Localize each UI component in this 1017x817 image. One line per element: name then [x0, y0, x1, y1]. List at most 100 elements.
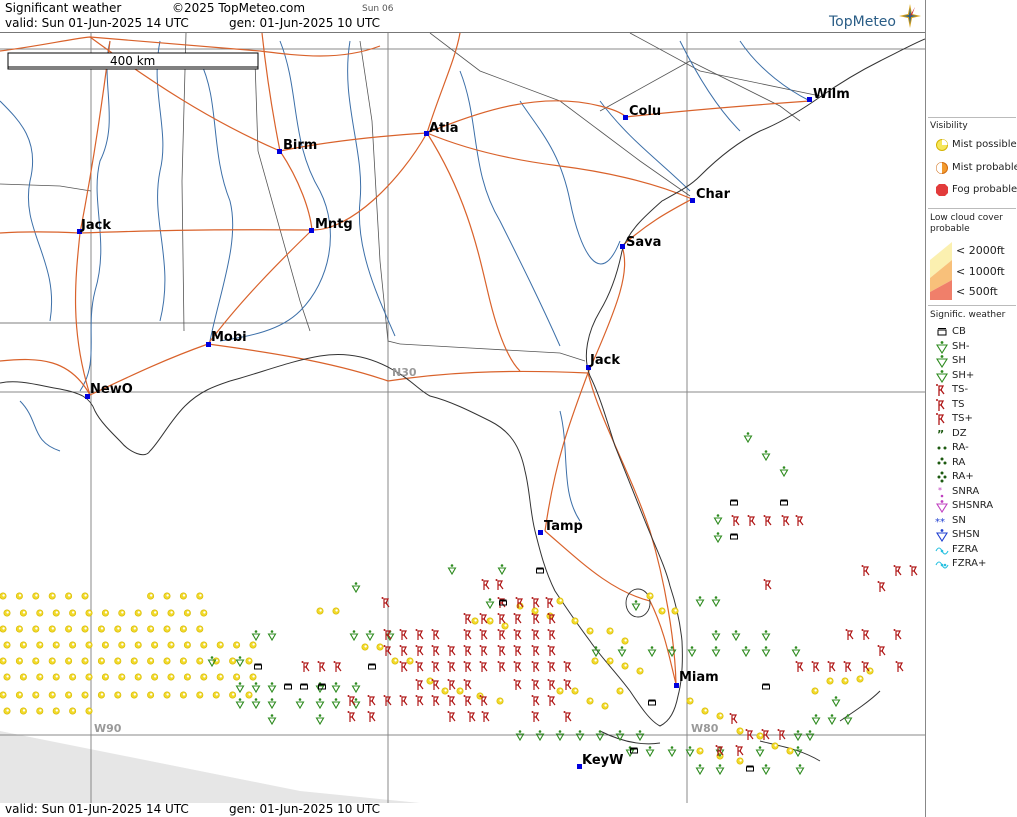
city-char[interactable]: Char	[690, 187, 731, 203]
state-borders	[0, 33, 821, 362]
thunderstorm-symbol	[383, 645, 392, 656]
svg-text:Mntg: Mntg	[315, 217, 353, 232]
mist-symbol	[32, 592, 40, 600]
thunderstorm-symbol	[547, 679, 556, 690]
thunderstorm-symbol	[563, 661, 572, 672]
scale-bar: 400 km	[7, 52, 259, 70]
mist-symbol	[586, 627, 594, 635]
city-wilm[interactable]: Wilm	[807, 87, 850, 102]
shower-symbol	[331, 698, 341, 710]
thunderstorm-symbol	[495, 579, 504, 590]
mist-symbol	[134, 609, 142, 617]
city-keyw[interactable]: KeyW	[577, 753, 623, 769]
city-jack-ms[interactable]: Jack	[77, 218, 111, 234]
shower-symbol	[631, 600, 641, 612]
shower-symbol	[235, 698, 245, 710]
mist-symbol	[36, 641, 44, 649]
legend-ra-plus: RA+	[930, 470, 1017, 484]
shower-symbol	[251, 698, 261, 710]
city-mobi[interactable]: Mobi	[206, 330, 247, 347]
grid-label-w80: W80	[691, 722, 719, 735]
cb-symbol	[730, 533, 738, 540]
shower-symbol	[535, 730, 545, 742]
mist-symbol	[616, 687, 624, 695]
city-newo[interactable]: NewO	[85, 382, 133, 399]
lake-okeechobee	[625, 588, 651, 618]
cb-symbol	[746, 765, 754, 772]
thunderstorm-symbol	[367, 711, 376, 722]
shower-symbol	[687, 646, 697, 658]
mist-symbol	[36, 707, 44, 715]
svg-text:Wilm: Wilm	[813, 87, 850, 102]
thunderstorm-symbol	[497, 613, 506, 624]
city-jack-fl[interactable]: Jack	[586, 353, 620, 370]
thunderstorm-symbol	[431, 629, 440, 640]
city-sava[interactable]: Sava	[620, 235, 661, 250]
legend-lowcloud-1000: < 1000ft	[956, 265, 1005, 278]
mist-symbol	[591, 657, 599, 665]
mist-symbol	[52, 707, 60, 715]
mist-symbol	[571, 687, 579, 695]
thunderstorm-symbol	[745, 729, 754, 740]
mist-symbols-layer	[0, 592, 874, 765]
thunderstorm-symbol	[399, 629, 408, 640]
city-atla[interactable]: Atla	[424, 121, 459, 136]
mist-symbol	[32, 657, 40, 665]
thunderstorm-symbol	[399, 695, 408, 706]
thunderstorm-symbol	[513, 661, 522, 672]
shower-symbol	[715, 764, 725, 776]
shower-symbol	[685, 746, 695, 758]
mist-symbol	[52, 673, 60, 681]
thunderstorm-symbol	[415, 679, 424, 690]
cb-symbol	[630, 747, 638, 754]
topmeteo-logo[interactable]: TopMeteo	[827, 4, 925, 32]
cb-symbols-layer	[254, 499, 788, 772]
svg-text:KeyW: KeyW	[582, 753, 623, 768]
city-birm[interactable]: Birm	[277, 138, 317, 154]
mist-symbol	[736, 757, 744, 765]
shower-symbol	[635, 730, 645, 742]
mist-symbol	[19, 673, 27, 681]
svg-text:Sava: Sava	[626, 235, 661, 250]
major-roads	[0, 33, 811, 685]
shower-symbol	[695, 596, 705, 608]
mist-symbol	[200, 641, 208, 649]
city-mntg[interactable]: Mntg	[309, 217, 353, 233]
mist-symbol	[606, 657, 614, 665]
thunderstorm-symbol	[547, 695, 556, 706]
mist-symbol	[48, 592, 56, 600]
city-colu[interactable]: Colu	[623, 104, 661, 120]
legend-ts: TS	[930, 398, 1017, 412]
mist-symbol	[48, 691, 56, 699]
mist-symbol	[376, 643, 384, 651]
shower-symbol	[831, 696, 841, 708]
mist-symbol	[249, 673, 257, 681]
thunderstorm-symbols-layer	[301, 515, 918, 756]
header-bar: Significant weather ©2025 TopMeteo.com S…	[0, 0, 925, 32]
mist-symbol	[0, 657, 7, 665]
thunderstorm-symbol	[761, 729, 770, 740]
mist-symbol	[81, 691, 89, 699]
mist-symbol	[163, 657, 171, 665]
mist-symbol	[85, 641, 93, 649]
thunderstorm-symbol	[447, 711, 456, 722]
mist-symbol	[19, 707, 27, 715]
weather-map[interactable]: 400 km N30 W90 W80 Wilm Colu Atla Birm C…	[0, 32, 925, 805]
thunderstorm-symbol	[513, 613, 522, 624]
dz-icon: ”	[937, 428, 944, 441]
mist-symbol	[212, 691, 220, 699]
mist-symbol	[134, 673, 142, 681]
shower-symbol	[485, 598, 495, 610]
mist-symbol	[81, 625, 89, 633]
sh-icon	[936, 355, 948, 368]
city-tamp[interactable]: Tamp	[538, 519, 583, 535]
mist-symbol	[36, 673, 44, 681]
thunderstorm-symbol	[811, 661, 820, 672]
shower-symbol	[251, 682, 261, 694]
cb-symbol	[730, 499, 738, 506]
city-miam[interactable]: Miam	[674, 670, 719, 688]
mist-symbol	[97, 625, 105, 633]
svg-text:**: **	[935, 517, 945, 528]
thunderstorm-symbol	[547, 645, 556, 656]
thunderstorm-symbol	[347, 695, 356, 706]
